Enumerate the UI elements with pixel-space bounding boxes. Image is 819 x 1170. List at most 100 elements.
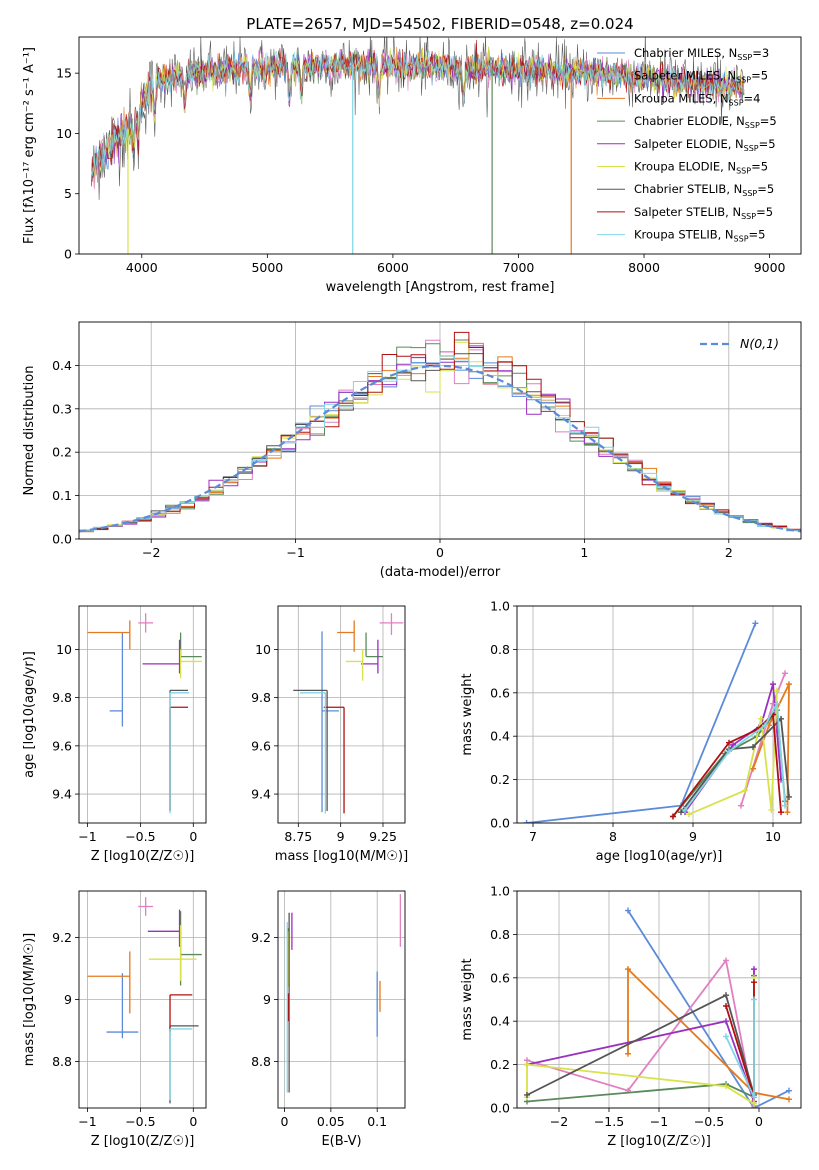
plot-area-age-vs-Z [87,613,202,814]
y-tick-label: 8.8 [251,1054,271,1069]
weight-marker [726,748,732,755]
plot-area-residuals [79,331,801,534]
weight-marker [625,907,631,914]
axes-frame [277,890,406,1109]
weight-marker [751,1094,757,1101]
errorbar-point-4 [142,639,181,674]
weight-marker [762,722,768,729]
y-tick-label: 10 [255,642,271,657]
y-tick-label: 1.0 [490,884,510,899]
weight-marker [786,1087,792,1094]
x-tick-label: 2 [725,545,733,560]
axes-age-vs-mass: 8.75 9 9.25 9.4 9.6 9.8 10 mass [log10(M/M☉)] [251,605,408,864]
errorbar-point-3 [365,632,383,658]
y-tick-label: 0.2 [52,445,72,460]
x-tick-label: −1 [78,829,96,844]
errorbar-point-8 [169,1028,193,1101]
x-tick-label: 0 [755,1114,763,1129]
legend-entry: Kroupa STELIB, NSSP=5 [634,228,765,244]
weight-marker [782,802,788,809]
y-tick-label: 15 [56,66,72,81]
weight-marker [682,806,688,813]
plot-area-mass-vs-Z [87,897,202,1104]
x-tick-label: 4000 [126,260,158,275]
y-tick-label: 0.6 [490,685,510,700]
axes-residuals: −2 −1 0 1 2 0.0 0.1 0.2 0.3 0.4 (data-model)/error… [22,321,802,580]
weight-marker [723,992,729,999]
weight-marker [786,681,792,688]
weight-marker [750,744,756,751]
weight-line-4 [526,969,755,1102]
weight-marker [723,1018,729,1025]
y-tick-label: 0 [64,247,72,262]
weight-marker [730,741,736,748]
x-tick-label: 8.75 [284,829,312,844]
weight-marker [625,966,631,973]
errorbar-point-4 [147,909,181,947]
y-tick-label: 0.1 [52,488,72,503]
y-tick-label: 10 [56,126,72,141]
weight-line-2 [752,683,790,813]
plot-area-weight-vs-age [523,620,792,823]
axes-weight-vs-age: 7 8 9 10 0.0 0.2 0.4 0.6 0.8 1.0 age [log10(age/yr… [460,599,802,864]
weight-marker [758,715,764,722]
legend-entry: Kroupa MILES, NSSP=4 [634,91,760,107]
weight-marker [782,670,788,677]
errorbar-point-0 [321,631,339,813]
y-tick-label: 0.4 [490,1014,510,1029]
y-tick-label: 9.6 [52,738,72,753]
errorbar-point-1 [138,897,154,916]
weight-marker [774,687,780,694]
x-axis-label: E(B-V) [321,1134,361,1149]
weight-marker [786,793,792,800]
x-tick-label: 0 [189,1114,197,1129]
x-tick-label: −1 [286,545,304,560]
gaussian-curve [79,364,801,533]
legend-entry: Chabrier MILES, NSSP=3 [634,46,769,62]
weight-marker [738,802,744,809]
weight-marker [750,765,756,772]
weight-marker [524,1091,530,1098]
legend-entry: Salpeter MILES, NSSP=5 [634,69,768,85]
weight-line-2 [627,966,790,1101]
legend-entry: Chabrier STELIB, NSSP=5 [634,182,774,198]
x-tick-label: 10 [765,829,781,844]
errorbar-point-6 [293,689,328,811]
x-axis-label: Z [log10(Z/Z☉)] [91,849,195,864]
legend: Chabrier MILES, NSSP=3 Salpeter MILES, NS… [597,46,777,244]
x-tick-label: 6000 [377,260,409,275]
x-axis-label: wavelength [Angstrom, rest frame] [326,280,555,295]
axes-mass-vs-Z: −1 −0.5 0 8.8 9 9.2 Z [log10(Z/Z☉)] mass [log10… [22,890,207,1149]
weight-line-1 [526,958,755,1106]
panels: 4000 5000 6000 7000 8000 9000051015wavelength… [22,36,802,1149]
y-tick-label: 10 [56,642,72,657]
weight-marker [670,813,676,820]
axes-spectrum: 4000 5000 6000 7000 8000 9000 0 5 10 15 wavelength… [22,36,802,295]
errorbar-point-0 [106,973,139,1039]
weight-marker [723,1083,729,1090]
y-tick-label: 9.4 [251,787,271,802]
y-axis-label: Normed distribution [22,366,37,496]
weight-marker [768,806,775,813]
weight-marker [784,809,791,816]
x-axis-label: mass [log10(M/M☉)] [275,849,408,864]
weight-marker [726,739,732,746]
plot-area-age-vs-mass [293,613,404,814]
weight-marker [524,1061,530,1068]
axes-frame [516,605,802,824]
errorbar-point-7 [169,706,189,811]
x-tick-label: 8000 [628,260,660,275]
plot-area-mass-vs-EBV [286,894,402,1093]
y-tick-label: 9.8 [52,690,72,705]
x-axis-label: (data-model)/error [380,565,501,580]
legend-entry: Salpeter ELODIE, NSSP=5 [634,137,776,153]
x-tick-label: 0 [281,1114,289,1129]
errorbar-point-7 [323,706,345,814]
errorbar-point-6 [169,1025,199,1104]
errorbar-point-2 [337,620,355,652]
y-tick-label: 0.0 [52,532,72,547]
axes-weight-vs-Z: −2 −1.5 −1 −0.5 0 0.0 0.2 0.4 0.6 0.8 1.0 Z [log10(… [460,884,802,1149]
x-tick-label: 0 [436,545,444,560]
legend-entry: N(0,1) [740,336,779,351]
